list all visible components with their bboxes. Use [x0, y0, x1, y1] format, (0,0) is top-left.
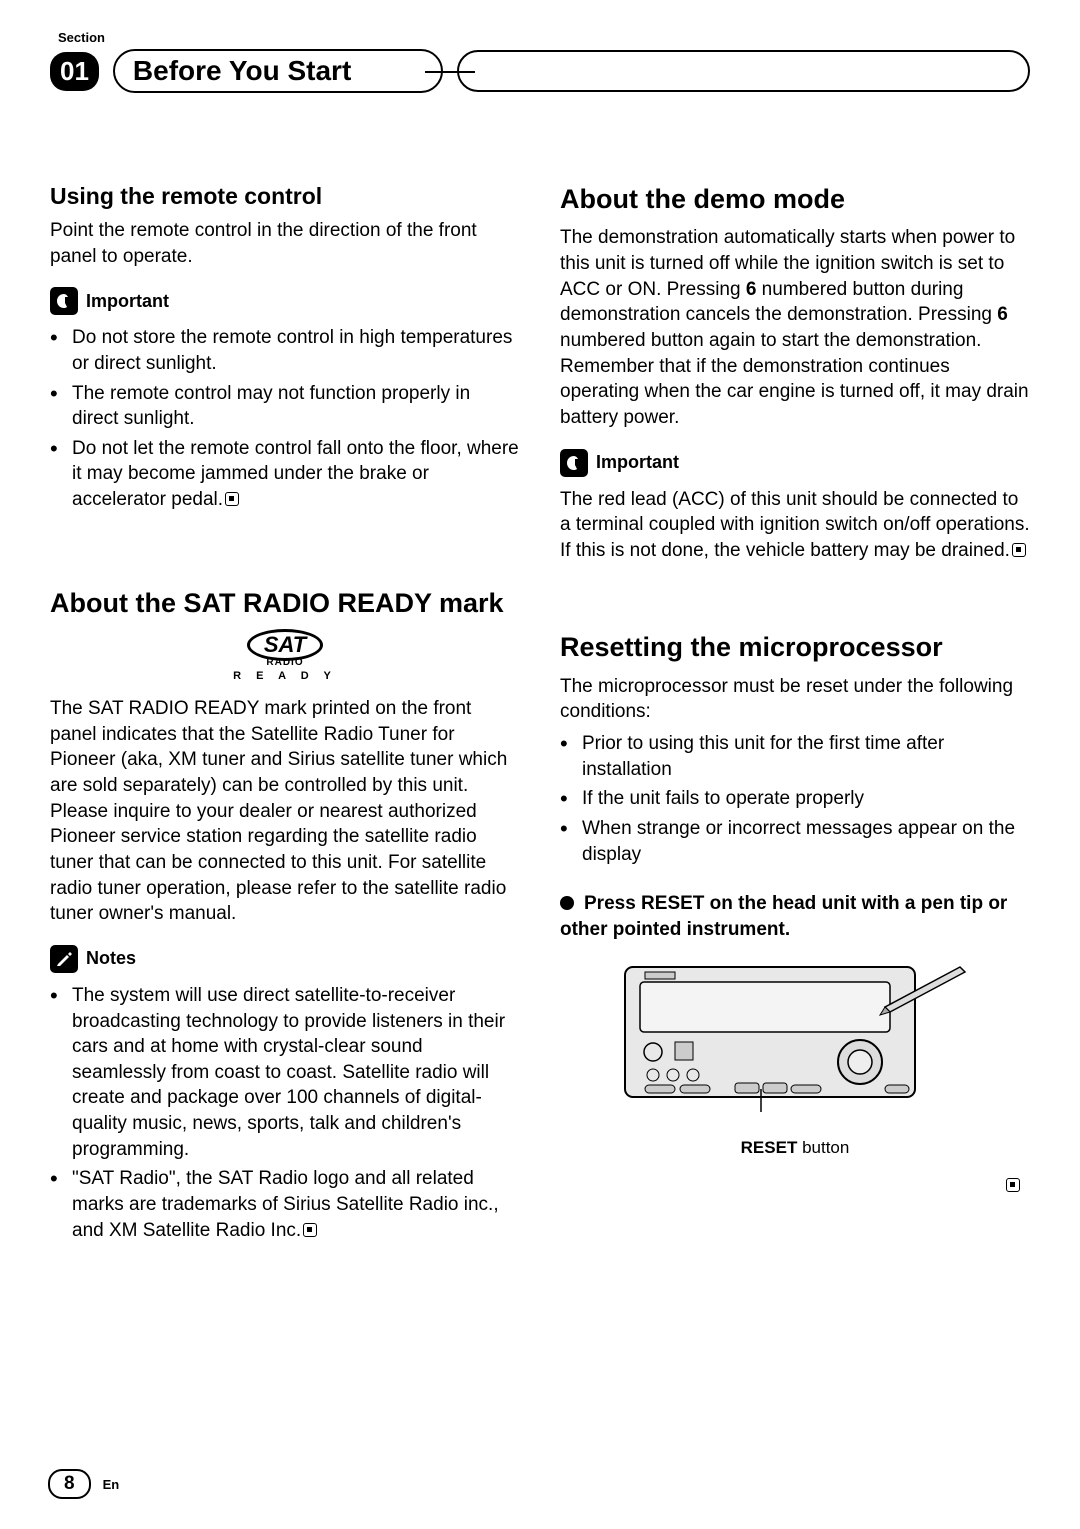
important-label: Important: [596, 452, 679, 473]
step-bullet-icon: [560, 896, 574, 910]
notes-icon: [50, 945, 78, 973]
end-mark-icon: [1012, 543, 1026, 557]
section-number-badge: 01: [50, 52, 99, 91]
head-unit-figure: RESET button: [560, 957, 1030, 1158]
list-item: The system will use direct satellite-to-…: [72, 983, 520, 1162]
head-unit-illustration: [615, 957, 975, 1127]
list-item: If the unit fails to operate properly: [582, 786, 1030, 812]
important-icon: [50, 287, 78, 315]
page-number: 8: [48, 1469, 91, 1499]
end-mark-icon: [225, 492, 239, 506]
important-label: Important: [86, 291, 169, 312]
notes-label: Notes: [86, 948, 136, 969]
left-column: Using the remote control Point the remot…: [50, 183, 520, 1267]
notes-callout-head: Notes: [50, 945, 520, 973]
sat-radio-logo: SAT RADIO R E A D Y: [50, 629, 520, 682]
end-mark-icon: [303, 1223, 317, 1237]
remote-heading: Using the remote control: [50, 183, 520, 210]
list-item: When strange or incorrect messages appea…: [582, 816, 1030, 867]
empty-tab: [457, 50, 1030, 92]
demo-important-text: The red lead (ACC) of this unit should b…: [560, 487, 1030, 564]
sat-para: The SAT RADIO READY mark printed on the …: [50, 696, 520, 927]
sat-heading: About the SAT RADIO READY mark: [50, 587, 520, 619]
page-footer: 8 En: [48, 1469, 119, 1499]
reset-bullets: Prior to using this unit for the first t…: [560, 731, 1030, 867]
important-callout-head: Important: [50, 287, 520, 315]
list-item: Do not let the remote control fall onto …: [72, 436, 520, 513]
list-item: Do not store the remote control in high …: [72, 325, 520, 376]
end-mark-icon: [1006, 1178, 1020, 1192]
list-item: The remote control may not function prop…: [72, 381, 520, 432]
section-label: Section: [58, 30, 1030, 45]
remote-bullets: Do not store the remote control in high …: [50, 325, 520, 512]
reset-step: Press RESET on the head unit with a pen …: [560, 891, 1030, 942]
header-row: 01 Before You Start: [50, 49, 1030, 93]
sat-notes: The system will use direct satellite-to-…: [50, 983, 520, 1243]
demo-heading: About the demo mode: [560, 183, 1030, 215]
reset-caption: RESET button: [560, 1138, 1030, 1158]
reset-intro: The microprocessor must be reset under t…: [560, 674, 1030, 725]
demo-para: The demonstration automatically starts w…: [560, 225, 1030, 430]
list-item: Prior to using this unit for the first t…: [582, 731, 1030, 782]
sat-logo-bottom: R E A D Y: [50, 670, 520, 682]
right-column: About the demo mode The demonstration au…: [560, 183, 1030, 1267]
language-label: En: [103, 1477, 120, 1492]
important-callout-head-2: Important: [560, 449, 1030, 477]
two-column-content: Using the remote control Point the remot…: [50, 183, 1030, 1267]
reset-heading: Resetting the microprocessor: [560, 631, 1030, 663]
sat-logo-mid: RADIO: [50, 657, 520, 668]
remote-intro: Point the remote control in the directio…: [50, 218, 520, 269]
page-title-tab: Before You Start: [113, 49, 443, 93]
section-end: [560, 1178, 1030, 1196]
list-item: "SAT Radio", the SAT Radio logo and all …: [72, 1166, 520, 1243]
important-icon: [560, 449, 588, 477]
